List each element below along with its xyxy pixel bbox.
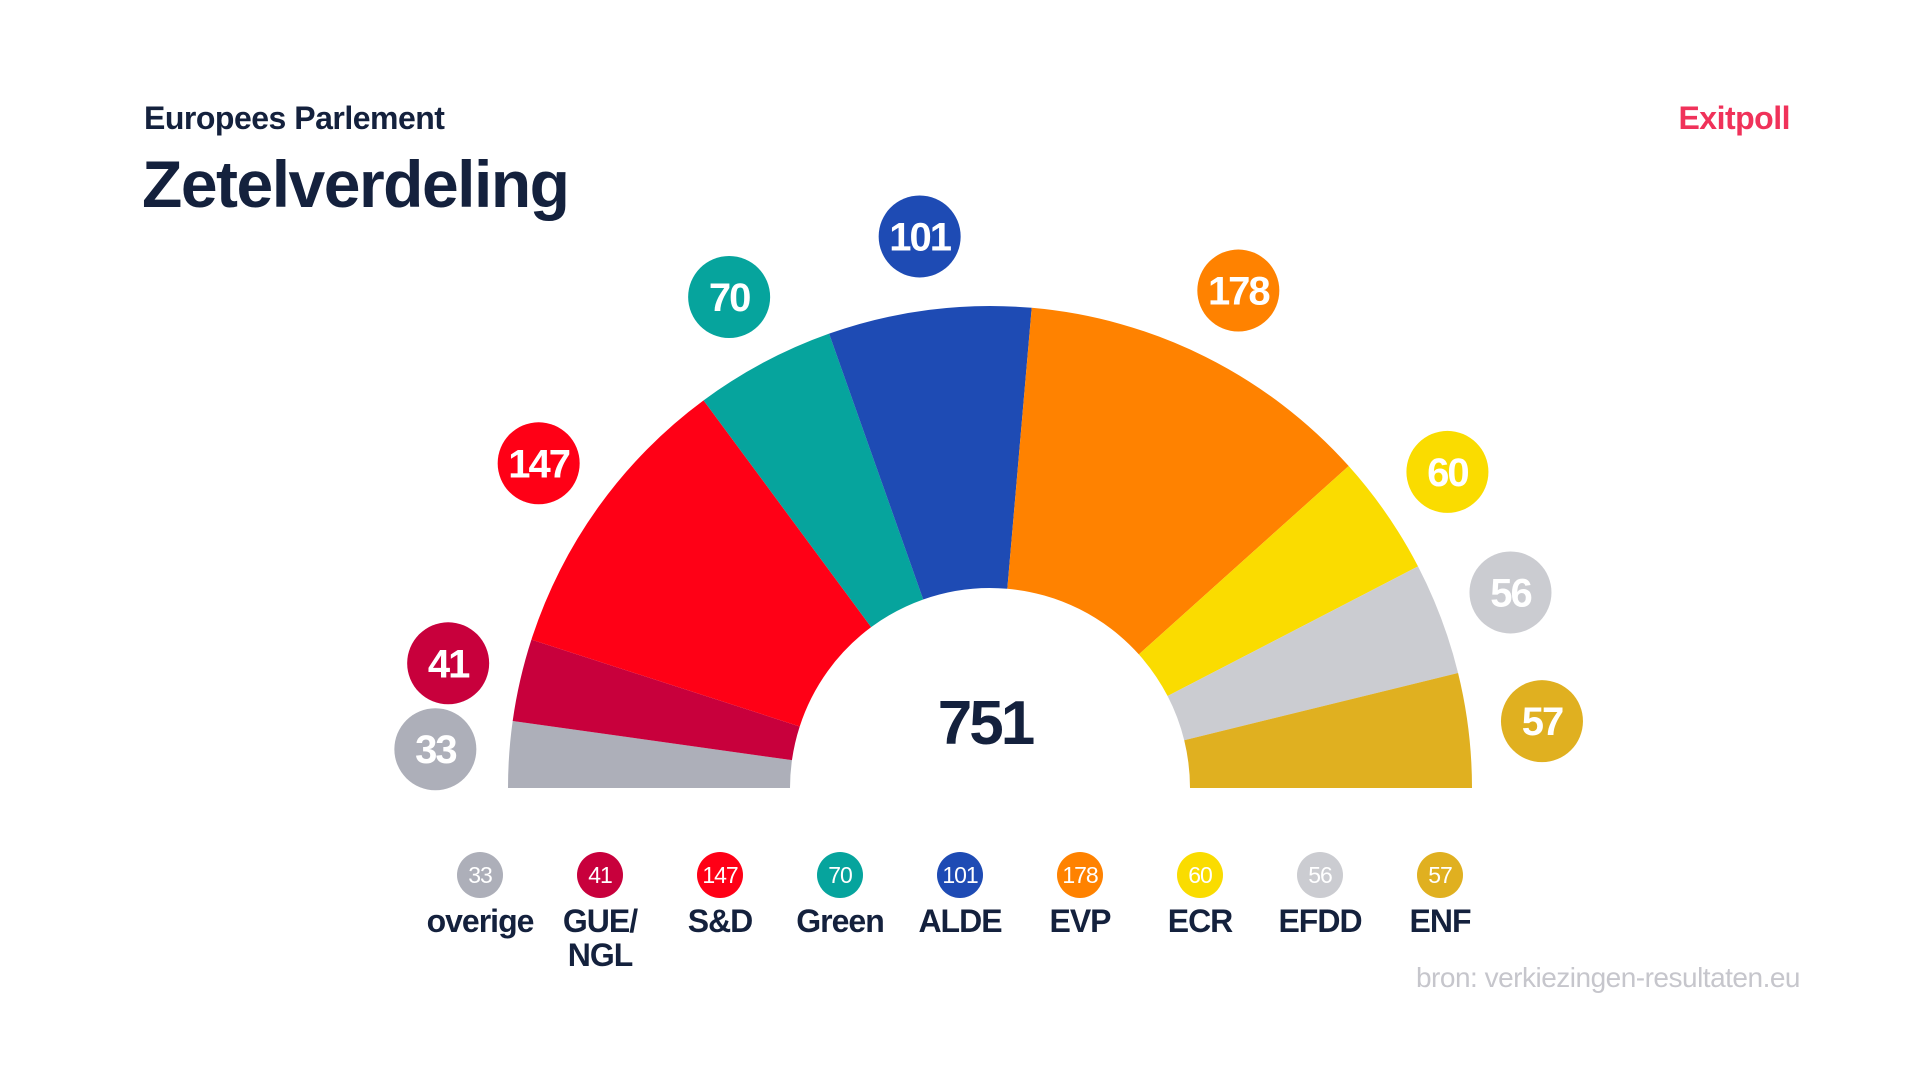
legend-value-enf: 57	[1417, 852, 1463, 898]
chart-subtitle: Europees Parlement	[144, 100, 445, 136]
value-bubble-gue-ngl	[407, 622, 490, 705]
legend-label-efdd: EFDD	[1278, 903, 1362, 939]
value-bubble-s-d	[497, 422, 580, 505]
value-label-alde: 101	[889, 215, 951, 259]
value-label-overige: 33	[415, 728, 456, 772]
slice-efdd	[1167, 566, 1459, 741]
legend-label-gue-ngl: GUE/ NGL	[562, 903, 638, 973]
legend-item-overige: 33 overige	[420, 852, 540, 938]
slice-enf	[1184, 672, 1472, 788]
legend-label-evp: EVP	[1049, 903, 1111, 939]
legend-value-evp: 178	[1057, 852, 1103, 898]
value-bubble-ecr	[1406, 430, 1489, 513]
legend-value-efdd: 56	[1297, 852, 1343, 898]
chart-slices	[508, 306, 1472, 788]
value-label-enf: 57	[1522, 700, 1563, 744]
slice-alde	[829, 306, 1032, 600]
legend-item-efdd: 56 EFDD	[1260, 852, 1380, 938]
slice-gue-ngl	[512, 639, 800, 761]
legend-item-enf: 57 ENF	[1380, 852, 1500, 938]
legend-value-gue-ngl: 41	[577, 852, 623, 898]
value-bubble-alde	[878, 195, 961, 278]
legend-label-s-d: S&D	[687, 903, 754, 939]
legend-item-green: 70 Green	[780, 852, 900, 938]
legend-label-green: Green	[796, 903, 884, 939]
legend-value-s-d: 147	[697, 852, 743, 898]
slice-s-d	[531, 400, 872, 727]
value-label-green: 70	[709, 276, 750, 320]
legend-item-evp: 178 EVP	[1020, 852, 1140, 938]
legend-item-ecr: 60 ECR	[1140, 852, 1260, 938]
legend-item-s-d: 147 S&D	[660, 852, 780, 938]
legend-value-ecr: 60	[1177, 852, 1223, 898]
chart-value-bubbles: 33 41 147 70 101 178 60 56 57	[394, 195, 1583, 791]
source-note: bron: verkiezingen-resultaten.eu	[1415, 962, 1801, 993]
value-bubble-enf	[1500, 680, 1583, 763]
value-label-ecr: 60	[1427, 451, 1468, 495]
total-seats-label: 751	[938, 689, 1034, 758]
legend-value-overige: 33	[457, 852, 503, 898]
slice-overige	[508, 720, 792, 788]
legend-label-overige: overige	[426, 903, 535, 939]
value-label-s-d: 147	[508, 442, 569, 486]
legend-label-alde: ALDE	[918, 903, 1002, 939]
slice-ecr	[1138, 466, 1419, 697]
value-bubble-efdd	[1469, 551, 1552, 634]
legend: 33 overige 41 GUE/ NGL 147 S&D 70 Green 101 ALDE 1…	[420, 852, 1500, 982]
value-bubble-overige	[394, 708, 477, 791]
legend-label-enf: ENF	[1409, 903, 1472, 939]
value-bubble-green	[688, 255, 771, 338]
value-label-efdd: 56	[1490, 571, 1531, 615]
value-label-evp: 178	[1208, 270, 1270, 314]
chart-title: Zetelverdeling	[142, 147, 570, 221]
legend-item-alde: 101 ALDE	[900, 852, 1020, 938]
legend-value-green: 70	[817, 852, 863, 898]
slice-evp	[1007, 307, 1349, 655]
exitpoll-badge: Exitpoll	[1678, 100, 1790, 136]
legend-value-alde: 101	[937, 852, 983, 898]
value-bubble-evp	[1197, 249, 1280, 332]
legend-item-gue-ngl: 41 GUE/ NGL	[540, 852, 660, 972]
value-label-gue-ngl: 41	[428, 642, 470, 686]
slice-green	[703, 333, 924, 628]
legend-label-ecr: ECR	[1167, 903, 1234, 939]
